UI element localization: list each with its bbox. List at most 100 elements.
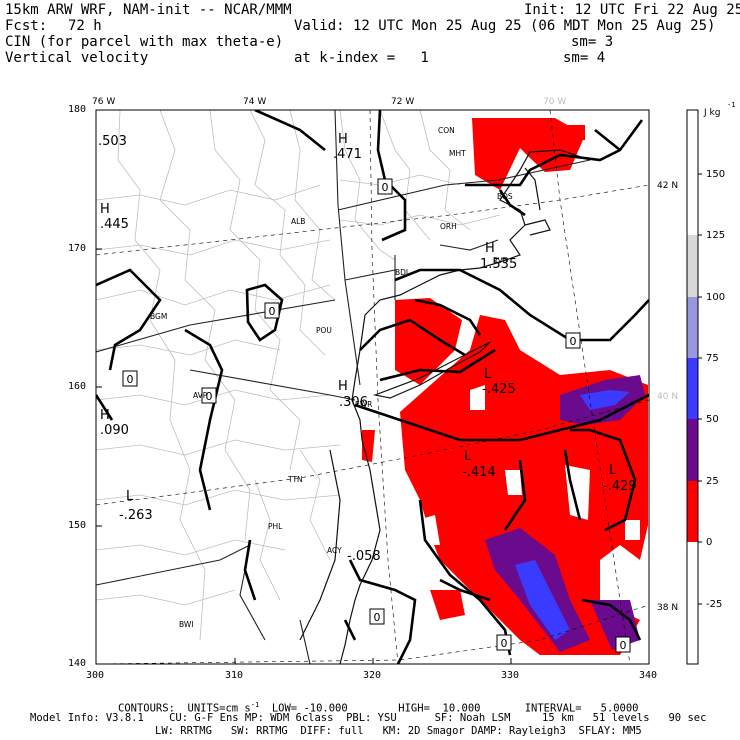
- extremum-value: -.263: [119, 508, 153, 523]
- lon-label: 70 W: [543, 97, 566, 107]
- colorbar-segment-50-75: [687, 358, 698, 419]
- high-marker: H: [485, 241, 495, 256]
- cin-shading-50-75: [515, 390, 630, 640]
- city-label: MHT: [449, 149, 466, 158]
- zero-label: 0: [369, 608, 385, 625]
- lon-label: 74 W: [243, 97, 266, 107]
- x-tick: 300: [86, 670, 105, 681]
- zero-label: 0: [264, 302, 280, 319]
- field2-smoothing: sm= 4: [563, 50, 606, 66]
- extremum-value: .471: [333, 147, 362, 162]
- low-marker: L: [126, 489, 134, 504]
- lon-label: 76 W: [92, 97, 115, 107]
- colorbar-label: 100: [706, 292, 725, 303]
- field2-level: at k-index = 1: [294, 50, 429, 66]
- colorbar-segment-0-25: [687, 481, 698, 542]
- coastline: [299, 149, 591, 664]
- y-tick: 150: [68, 520, 87, 531]
- zero-label: 0: [565, 332, 581, 349]
- colorbar-label: 0: [706, 537, 712, 548]
- low-marker: L: [464, 449, 472, 464]
- city-label: AVP: [193, 391, 208, 400]
- init-time: Init: 12 UTC Fri 22 Aug 25: [524, 2, 740, 18]
- model-title: 15km ARW WRF, NAM-init -- NCAR/MMM: [5, 2, 292, 18]
- extremum-value: -.429: [603, 479, 637, 494]
- city-labels: CON MHT BOS ALB ORH BDL PVD BGM POU AVP …: [150, 126, 513, 629]
- highs-lows: .503 H .471 H .445 H 1.535 H .090 H .306…: [98, 132, 637, 564]
- contours-info: CONTOURS: UNITS=cm s-1 LOW= -10.000 HIGH…: [118, 701, 639, 715]
- city-label: BWI: [179, 620, 194, 629]
- colorbar-label: 50: [706, 414, 719, 425]
- extremum-value: .503: [98, 134, 127, 149]
- state-borders: [96, 110, 591, 664]
- svg-text:0: 0: [269, 305, 276, 318]
- x-tick: 310: [225, 670, 244, 681]
- zero-contour-labels: 0 0 0 0 0 0 0 0: [122, 178, 631, 653]
- extremum-value: 1.535: [480, 257, 517, 272]
- y-tick: 170: [68, 243, 87, 254]
- x-tick: 320: [363, 670, 382, 681]
- field2-name: Vertical velocity: [5, 50, 149, 66]
- colorbar-segment-25-50: [687, 419, 698, 481]
- model-info-line1: Model Info: V3.8.1 CU: G-F Ens MP: WDM 6…: [30, 712, 707, 724]
- colorbar-label: 150: [706, 169, 725, 180]
- city-label: ORH: [440, 222, 457, 231]
- field1-smoothing: sm= 3: [571, 34, 614, 50]
- zero-label: 0: [201, 387, 217, 404]
- city-label: ACY: [327, 546, 342, 555]
- svg-text:0: 0: [570, 335, 577, 348]
- colorbar-unit: J kg: [703, 108, 720, 118]
- colorbar-segment-above-125: [687, 110, 698, 235]
- svg-text:0: 0: [374, 611, 381, 624]
- model-info-line2: LW: RRTMG SW: RRTMG DIFF: full KM: 2D Sm…: [155, 725, 642, 737]
- lon-label: 72 W: [391, 97, 414, 107]
- lat-label: 38 N: [657, 603, 678, 613]
- low-marker: L: [609, 463, 617, 478]
- frame-ticks: [96, 109, 650, 665]
- lat-label: 42 N: [657, 181, 678, 191]
- colorbar-segment-below-0: [687, 542, 698, 664]
- extremum-value: -.058: [347, 549, 381, 564]
- y-tick: 160: [68, 381, 87, 392]
- high-marker: H: [100, 202, 110, 217]
- colorbar-label: 25: [706, 476, 719, 487]
- city-label: BOS: [497, 192, 513, 201]
- colorbar-segment-100-125: [687, 235, 698, 297]
- city-label: EWR: [355, 400, 372, 409]
- cin-shading-holes: [418, 385, 640, 545]
- extremum-value: -.414: [462, 465, 496, 480]
- latitude-labels: 42 N 40 N 38 N: [657, 181, 678, 613]
- y-tick: 140: [68, 658, 87, 669]
- colorbar-segment-75-100: [687, 297, 698, 358]
- lat-label: 40 N: [657, 392, 678, 402]
- x-tick: 330: [501, 670, 520, 681]
- colorbar: J kg 150 125 100 75 50 25 0 -25: [686, 108, 725, 665]
- city-label: PVD: [493, 256, 509, 265]
- svg-text:0: 0: [382, 181, 389, 194]
- x-tick: 340: [639, 670, 658, 681]
- valid-time: Valid: 12 UTC Mon 25 Aug 25 (06 MDT Mon …: [294, 18, 716, 34]
- extremum-value: .445: [100, 217, 129, 232]
- high-marker: H: [338, 379, 348, 394]
- city-label: BGM: [150, 312, 167, 321]
- svg-text:0: 0: [501, 637, 508, 650]
- low-marker: L: [484, 367, 492, 382]
- longitude-labels: 76 W 74 W 72 W 70 W: [92, 97, 566, 107]
- colorbar-frame: [686, 109, 699, 665]
- colorbar-label: -25: [706, 599, 722, 610]
- y-tick: 180: [68, 104, 87, 115]
- extremum-value: -.425: [482, 382, 516, 397]
- svg-text:0: 0: [127, 373, 134, 386]
- city-label: CON: [438, 126, 455, 135]
- city-label: ALB: [291, 217, 305, 226]
- colorbar-unit-exponent: -1: [727, 101, 736, 109]
- zero-label: 0: [122, 370, 138, 387]
- field1-name: CIN (for parcel with max theta-e): [5, 34, 284, 50]
- high-marker: H: [100, 408, 110, 423]
- forecast-hour: 72 h: [68, 18, 102, 34]
- colorbar-label: 75: [706, 353, 719, 364]
- forecast-hour-label: Fcst:: [5, 18, 48, 34]
- zero-label: 0: [496, 634, 512, 651]
- city-label: TTN: [287, 475, 303, 484]
- svg-text:0: 0: [206, 390, 213, 403]
